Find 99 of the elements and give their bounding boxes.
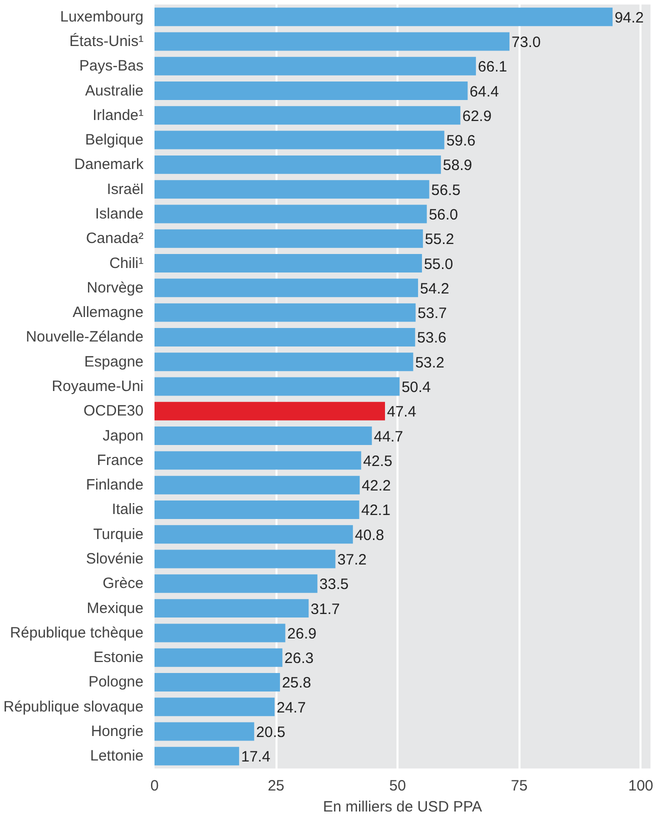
- y-tick-label: Luxembourg: [60, 8, 144, 26]
- x-axis-title: En milliers de USD PPA: [323, 798, 482, 816]
- bar: [154, 32, 510, 51]
- bar: [154, 204, 427, 224]
- x-tick-label: 0: [150, 778, 159, 794]
- data-label: 40.8: [354, 526, 384, 544]
- y-tick-label: Pays-Bas: [79, 58, 144, 75]
- data-label: 62.9: [462, 108, 492, 125]
- y-tick-label: Estonie: [93, 649, 144, 666]
- x-tick-label: 50: [389, 778, 406, 794]
- bar: [154, 180, 430, 199]
- y-tick-label: Hongrie: [90, 723, 144, 740]
- bar: [154, 402, 385, 420]
- data-label: 37.2: [337, 552, 367, 569]
- bar: [154, 525, 353, 544]
- data-label: 56.0: [428, 206, 458, 224]
- bar: [154, 278, 418, 298]
- data-label: 20.5: [256, 724, 286, 742]
- y-tick-label: République slovaque: [3, 698, 144, 716]
- y-tick-label: Irlande¹: [92, 106, 144, 124]
- x-tick-label: 75: [510, 778, 528, 794]
- y-tick-label: Australie: [85, 82, 144, 100]
- data-label: 31.7: [310, 600, 340, 618]
- bar: [154, 722, 254, 741]
- bar: [154, 8, 613, 26]
- bar: [154, 155, 441, 174]
- data-label: 59.6: [446, 132, 476, 150]
- y-tick-label: Royaume-Uni: [52, 378, 144, 395]
- y-tick-label: Slovénie: [86, 550, 144, 568]
- x-tick-label: 25: [268, 778, 284, 794]
- data-label: 53.7: [418, 305, 447, 322]
- y-tick-label: République tchèque: [10, 624, 144, 642]
- y-tick-label: Turquie: [93, 526, 144, 543]
- y-tick-label: Nouvelle-Zélande: [26, 328, 144, 346]
- y-tick-label: Allemagne: [72, 304, 144, 322]
- y-tick-label: Danemark: [74, 156, 144, 174]
- bar: [154, 426, 372, 446]
- bar: [154, 599, 309, 618]
- y-tick-label: Finlande: [86, 476, 144, 494]
- bar: [154, 229, 423, 248]
- data-label: 64.4: [470, 83, 499, 100]
- y-tick-label: OCDE30: [83, 402, 144, 420]
- data-label: 54.2: [420, 280, 450, 298]
- bar: [154, 746, 240, 766]
- y-tick-label: Islande: [95, 205, 144, 222]
- data-label: 55.0: [424, 256, 454, 273]
- data-label: 42.5: [363, 452, 392, 470]
- data-label: 53.2: [415, 354, 444, 372]
- data-label: 66.1: [478, 58, 508, 76]
- y-tick-label: Israël: [106, 180, 144, 198]
- data-label: 47.4: [386, 404, 416, 421]
- data-label: 26.9: [287, 625, 317, 642]
- y-tick-label: Japon: [102, 427, 144, 444]
- y-tick-label: Chili¹: [109, 254, 144, 272]
- bar: [154, 673, 280, 692]
- bar: [154, 352, 414, 372]
- bar: [154, 624, 286, 642]
- bar: [154, 451, 362, 470]
- bar: [154, 130, 444, 150]
- data-label: 73.0: [511, 34, 541, 51]
- data-label: 25.8: [282, 674, 312, 692]
- y-tick-label: Canada²: [86, 230, 144, 248]
- y-tick-label: France: [96, 452, 144, 469]
- bar: [154, 500, 360, 519]
- bar: [154, 550, 336, 568]
- data-label: 58.9: [442, 157, 472, 174]
- data-label: 55.2: [424, 231, 454, 248]
- y-tick-label: Pologne: [88, 674, 144, 691]
- data-label: 17.4: [241, 748, 270, 766]
- y-tick-label: Lettonie: [90, 748, 144, 765]
- bar: [154, 82, 468, 100]
- bar: [154, 574, 318, 593]
- data-label: 24.7: [276, 699, 306, 716]
- bar: [154, 303, 416, 322]
- y-tick-label: Mexique: [86, 600, 144, 617]
- y-tick-label: Belgique: [85, 132, 144, 149]
- x-tick-label: 100: [628, 778, 654, 794]
- y-tick-label: États-Unis¹: [69, 32, 144, 50]
- data-label: 26.3: [284, 650, 314, 668]
- data-label: 53.6: [417, 330, 446, 347]
- bar: [154, 698, 275, 716]
- bar: [154, 56, 476, 76]
- bar: [154, 648, 282, 667]
- y-tick-label: Italie: [112, 501, 144, 518]
- data-label: 56.5: [431, 182, 460, 199]
- data-label: 94.2: [614, 9, 644, 26]
- bar: [154, 377, 400, 396]
- bar: [154, 328, 416, 346]
- data-label: 42.1: [361, 502, 390, 520]
- bar: [154, 106, 460, 125]
- data-label: 44.7: [374, 428, 404, 446]
- data-label: 50.4: [402, 379, 431, 396]
- data-label: 42.2: [362, 478, 391, 495]
- bar: [154, 476, 360, 494]
- y-tick-label: Grèce: [102, 575, 144, 592]
- data-label: 33.5: [319, 576, 349, 594]
- y-tick-label: Norvège: [86, 279, 144, 296]
- bar: [154, 254, 422, 273]
- y-tick-label: Espagne: [84, 353, 144, 370]
